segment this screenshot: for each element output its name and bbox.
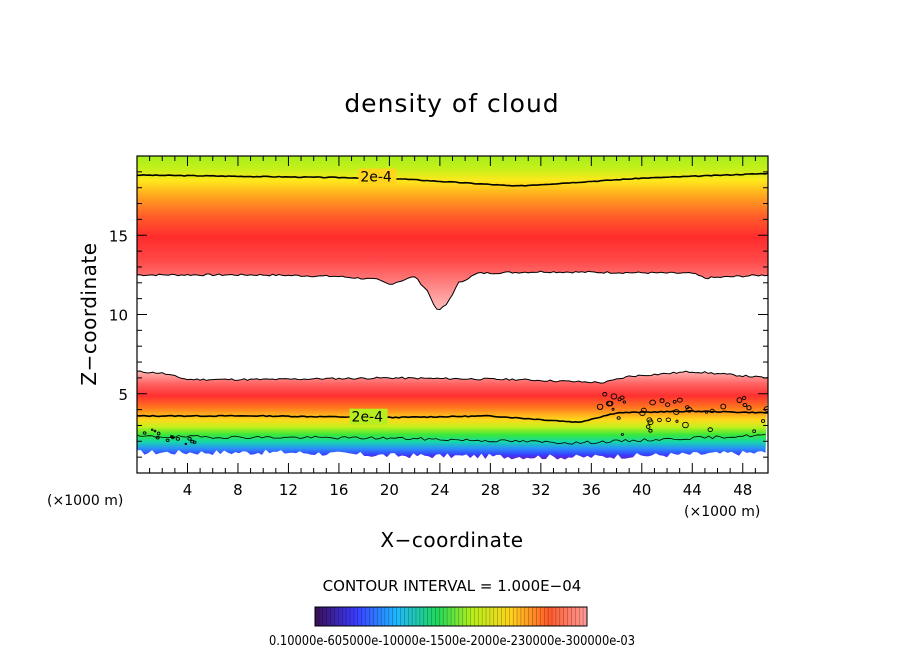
- lower-contour-2e-4: [137, 409, 768, 424]
- turbulent-contour-fragments: [142, 392, 768, 446]
- y-axis-ticks: 5 10 15: [109, 171, 768, 458]
- colorbar-frame: [314, 606, 588, 627]
- contour-label: 2e-4: [352, 410, 384, 426]
- x-tick-label: 40: [632, 481, 651, 499]
- x-tick-label: 28: [481, 481, 500, 499]
- y-tick-label: 10: [109, 307, 128, 325]
- x-tick-label: 4: [183, 481, 193, 499]
- x-axis-ticks: 4 8 12 16 20 24 28 32 36 40 44 48: [149, 156, 756, 499]
- y-axis-label: Z−coordinate: [77, 242, 101, 385]
- plot-area: [137, 156, 768, 460]
- colorbar-bands: [318, 607, 584, 626]
- x-unit-label-left: (×1000 m): [47, 493, 123, 509]
- y-tick-label: 5: [118, 386, 128, 404]
- colorbar-labels: 0.10000e-605000e-10000e-1500e-2000e-2300…: [269, 634, 635, 649]
- x-axis-label: X−coordinate: [380, 528, 523, 552]
- contour-labels: 2e-4 2e-4: [349, 168, 397, 426]
- contour-label-bg: [349, 408, 388, 425]
- y-tick-label: 15: [109, 227, 128, 245]
- x-tick-label: 20: [380, 481, 399, 499]
- contour-interval-text: CONTOUR INTERVAL = 1.000E−04: [323, 577, 582, 595]
- x-tick-label: 24: [430, 481, 449, 499]
- upper-contour-2e-4: [137, 172, 768, 187]
- upper-layer-edge-contour: [137, 270, 768, 311]
- x-tick-label: 8: [233, 481, 243, 499]
- x-tick-label: 32: [531, 481, 550, 499]
- contour-label: 2e-4: [360, 170, 392, 186]
- x-tick-label: 48: [733, 481, 752, 499]
- contour-label-bg: [358, 168, 397, 185]
- x-tick-label: 36: [582, 481, 601, 499]
- x-unit-label-right: (×1000 m): [684, 504, 760, 520]
- lower-layer-edge-contour: [137, 370, 768, 384]
- chart-title: density of cloud: [344, 89, 559, 118]
- lower-inner-contour: [137, 433, 766, 445]
- x-tick-label: 16: [329, 481, 348, 499]
- upper-cloud-layer: [137, 156, 768, 310]
- x-tick-label: 12: [279, 481, 298, 499]
- x-tick-label: 44: [683, 481, 702, 499]
